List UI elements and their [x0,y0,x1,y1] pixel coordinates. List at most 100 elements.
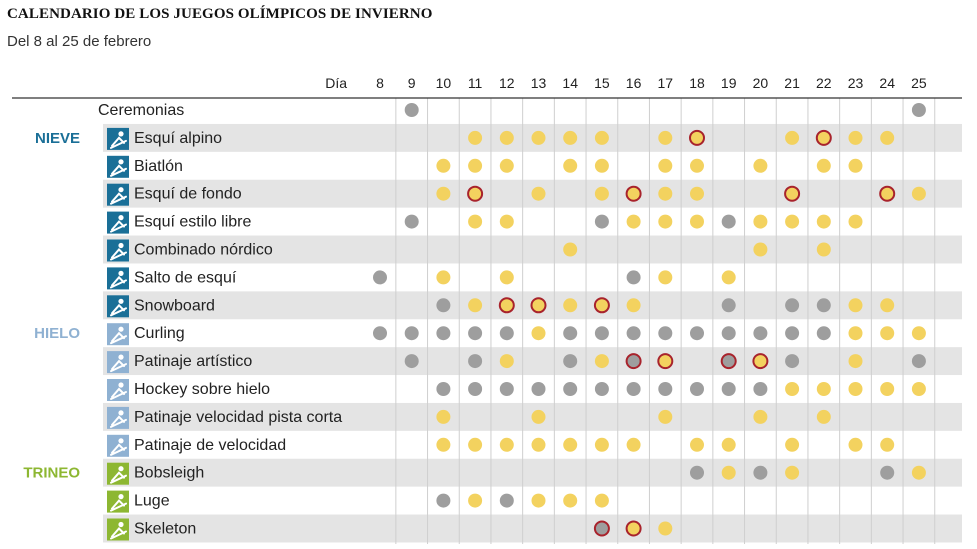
event-dot [563,298,578,313]
event-dot [563,493,578,508]
event-dot [499,437,514,452]
event-dot [690,158,704,173]
day-label-12: 12 [499,75,515,91]
event-dot [848,354,863,369]
event-dot [911,382,926,396]
bobsleigh-icon [107,462,129,485]
sport-name: Biatlón [134,158,183,175]
day-label-15: 15 [594,75,610,91]
icon-figure [110,136,127,149]
event-dot [594,437,609,452]
event-dot [721,298,736,313]
day-label-10: 10 [436,75,452,91]
day-label-23: 23 [848,75,864,91]
event-dot [816,409,831,424]
event-dot [880,437,895,452]
icon-head [118,494,124,500]
event-dot [690,326,704,341]
event-dot [753,242,768,257]
event-dot [816,214,831,229]
event-dot [658,158,673,173]
event-dot [626,437,641,452]
event-dot [690,214,704,229]
event-dot [658,186,673,201]
icon-figure [110,443,127,456]
event-dot [848,382,863,396]
sport-name: Esquí de fondo [134,186,242,203]
event-dot [468,354,483,369]
sport-name: Bobsleigh [134,465,204,482]
day-labels: Día 8 9 10 11 12 13 14 15 16 17 18 19 20 21 22 23 24 25 [325,75,927,91]
event-dot [848,298,863,313]
event-dot [753,158,768,173]
event-dot [658,409,673,424]
final-dot [752,353,769,370]
event-dot [499,270,514,285]
icon-head [118,410,124,416]
day-label-20: 20 [753,75,769,91]
event-dot [753,465,768,480]
final-dot [879,185,896,202]
icon-figure [110,471,127,484]
icon-head [118,326,124,332]
icon-head [118,521,124,528]
final-dot [593,520,610,537]
skeleton-icon [107,518,129,541]
icon-figure [110,331,127,345]
event-dot [404,103,419,117]
nordic-combined-icon [107,239,129,262]
icon-head [118,159,124,165]
event-dot [531,409,546,424]
sport-names: Ceremonias Esquí alpino Biatlón Esquí de fo… [98,102,342,538]
event-dot [373,270,387,285]
final-dot [498,297,515,314]
event-dot [911,465,926,480]
event-dot [753,214,768,229]
day-label-13: 13 [531,75,547,91]
event-dot [690,382,704,396]
luge-icon [107,490,129,513]
sport-name: Snowboard [134,297,215,314]
icon-head [118,270,124,276]
event-dot [531,186,546,201]
icon-figure [110,220,127,233]
event-dot [563,437,578,452]
event-dot [658,326,673,341]
event-dot [468,437,483,452]
sport-name: Combinado nórdico [134,242,273,259]
icon-head [118,382,124,388]
event-dot [848,214,863,229]
icon-head [118,131,124,137]
event-dot [468,130,483,145]
event-dot [531,130,546,145]
event-dot [785,214,800,229]
event-dot [785,326,800,341]
event-dot [626,382,641,396]
day-label-14: 14 [562,75,578,91]
short-track-icon [107,406,129,429]
event-dot [468,326,483,341]
event-dot [816,242,831,257]
event-dot [690,186,704,201]
snowboard-icon [107,295,129,318]
day-label-19: 19 [721,75,737,91]
event-dot [468,382,483,396]
icon-figure [110,415,127,428]
icon-head [118,298,124,304]
event-dot [499,354,514,369]
final-dot [625,353,642,370]
day-label-16: 16 [626,75,642,91]
event-dot [373,326,387,341]
event-dot [721,465,736,480]
event-dot [848,130,863,145]
event-dot [563,326,578,341]
event-dot [468,214,483,229]
event-dot [785,354,800,369]
sport-name: Ceremonias [98,102,184,119]
ski-jumping-icon [107,267,129,290]
event-dot [499,326,514,341]
sport-name: Patinaje artístico [134,353,252,370]
group-label-trineo: TRINEO [23,465,80,482]
event-dot [658,382,673,396]
event-dot [911,354,926,369]
